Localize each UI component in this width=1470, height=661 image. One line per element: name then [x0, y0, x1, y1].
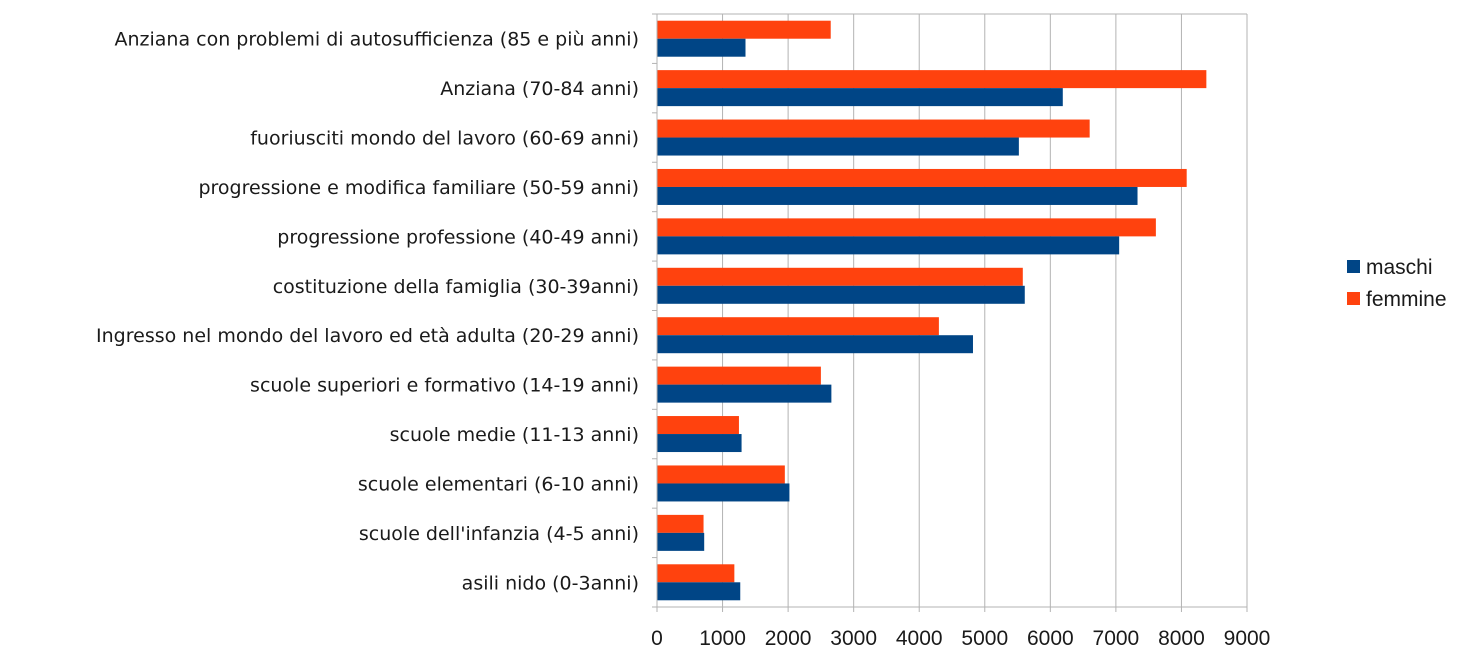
category-label: scuole elementari (6-10 anni): [358, 473, 639, 495]
bar-femmine: progressione professione (40-49 anni) — …: [657, 218, 1156, 237]
category-label: scuole superiori e formativo (14-19 anni…: [250, 375, 639, 397]
bar-femmine: scuole elementari (6-10 anni) — femmine:…: [657, 465, 785, 484]
bar-maschi: scuole dell'infanzia (4-5 anni) — maschi…: [657, 532, 705, 551]
bar-femmine: scuole superiori e formativo (14-19 anni…: [657, 366, 821, 385]
x-axis-tick-labels: 0 1000 2000 3000 4000 5000 6000 7000 8000 9000: [651, 627, 1270, 650]
bar-maschi: asili nido (0-3anni) — maschi: 1270: [657, 582, 741, 601]
bar-maschi: scuole superiori e formativo (14-19 anni…: [657, 384, 832, 403]
x-tick-label: 0: [651, 627, 663, 650]
bar-femmine: Anziana (70-84 anni) — femmine: 8380: [657, 70, 1207, 89]
bar-maschi: scuole medie (11-13 anni) — maschi: 1290: [657, 434, 742, 453]
bar-maschi: scuole elementari (6-10 anni) — maschi: …: [657, 483, 790, 502]
x-tick-label: 2000: [765, 627, 812, 650]
x-tick-label: 4000: [896, 627, 943, 650]
category-label: progressione professione (40-49 anni): [277, 226, 639, 248]
x-tick-label: 5000: [961, 627, 1008, 650]
bar-maschi: progressione e modifica familiare (50-59…: [657, 186, 1138, 205]
bars-layer: Anziana con problemi di autosufficienza …: [657, 20, 1207, 601]
category-label: asili nido (0-3anni): [462, 572, 639, 594]
category-labels: Anziana con problemi di autosufficienza …: [96, 29, 639, 595]
axis-layer: [652, 13, 1248, 612]
category-label: costituzione della famiglia (30-39anni): [273, 276, 639, 298]
bar-maschi: Anziana (70-84 anni) — maschi: 6190: [657, 88, 1063, 107]
category-label: scuole medie (11-13 anni): [390, 424, 639, 446]
bar-maschi: fuoriusciti mondo del lavoro (60-69 anni…: [657, 137, 1019, 156]
bar-maschi: Anziana con problemi di autosufficienza …: [657, 38, 746, 57]
legend-swatch-maschi: [1347, 260, 1360, 273]
category-label: fuoriusciti mondo del lavoro (60-69 anni…: [250, 128, 639, 150]
legend-swatch-femmine: [1347, 292, 1360, 305]
category-label: Ingresso nel mondo del lavoro ed età adu…: [96, 325, 639, 347]
legend-label-femmine: femmine: [1366, 288, 1447, 311]
x-tick-label: 9000: [1224, 627, 1271, 650]
bar-femmine: Ingresso nel mondo del lavoro ed età adu…: [657, 317, 939, 336]
bar-maschi: costituzione della famiglia (30-39anni) …: [657, 285, 1025, 304]
bar-femmine: costituzione della famiglia (30-39anni) …: [657, 267, 1023, 286]
category-label: progressione e modifica familiare (50-59…: [198, 177, 639, 199]
bar-femmine: Anziana con problemi di autosufficienza …: [657, 20, 831, 39]
category-label: scuole dell'infanzia (4-5 anni): [359, 523, 639, 545]
x-tick-label: 8000: [1158, 627, 1205, 650]
legend-label-maschi: maschi: [1366, 256, 1433, 279]
bar-femmine: fuoriusciti mondo del lavoro (60-69 anni…: [657, 119, 1090, 138]
bar-maschi: progressione professione (40-49 anni) — …: [657, 236, 1120, 255]
x-tick-label: 7000: [1093, 627, 1140, 650]
category-label: Anziana (70-84 anni): [440, 78, 639, 100]
bar-femmine: asili nido (0-3anni) — femmine: 1180: [657, 564, 735, 583]
legend: maschi femmine: [1347, 256, 1447, 311]
x-tick-label: 6000: [1027, 627, 1074, 650]
x-tick-label: 1000: [699, 627, 746, 650]
bar-femmine: scuole medie (11-13 anni) — femmine: 125…: [657, 416, 739, 435]
bar-femmine: progressione e modifica familiare (50-59…: [657, 168, 1187, 187]
grid-layer: [656, 13, 1248, 608]
x-tick-label: 3000: [830, 627, 877, 650]
category-label: Anziana con problemi di autosufficienza …: [114, 29, 639, 51]
bar-maschi: Ingresso nel mondo del lavoro ed età adu…: [657, 335, 973, 354]
bar-femmine: scuole dell'infanzia (4-5 anni) — femmin…: [657, 514, 704, 533]
